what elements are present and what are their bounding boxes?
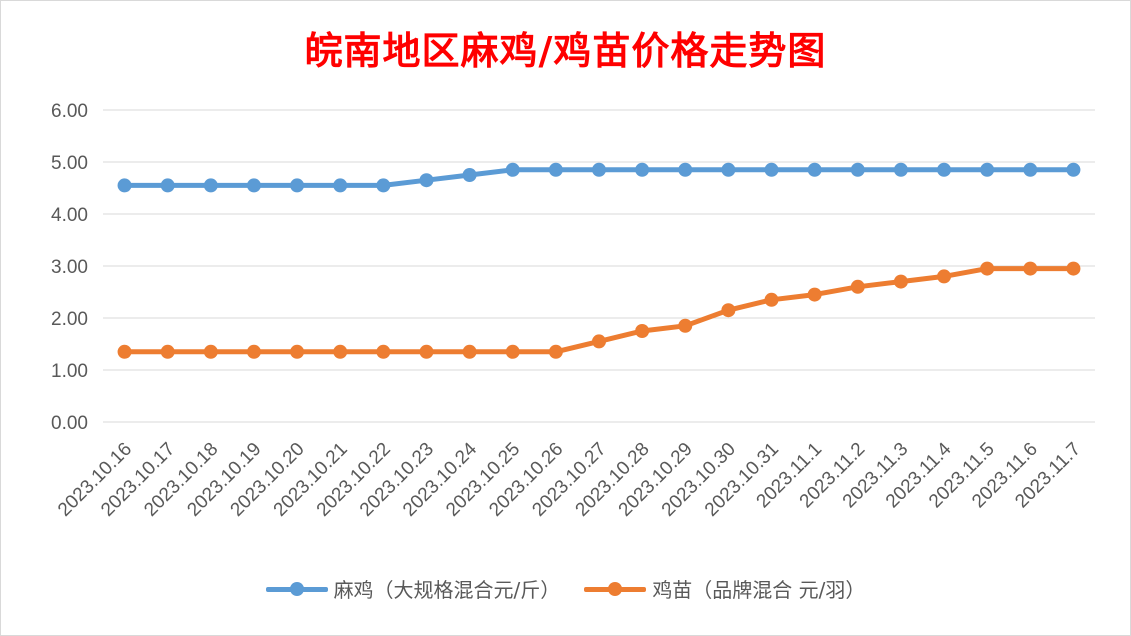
data-point-s1-12	[635, 324, 650, 338]
legend-item-mai-ji[interactable]: 麻鸡（大规格混合元/斤）	[265, 574, 561, 603]
data-point-s1-5	[333, 344, 348, 359]
data-point-s0-6	[376, 178, 391, 193]
data-point-s0-18	[893, 162, 908, 177]
data-point-s1-15	[764, 292, 779, 307]
legend-label-mai-ji: 麻鸡（大规格混合元/斤）	[333, 578, 561, 602]
data-point-s1-9	[505, 344, 520, 359]
y-tick-label: 5.00	[51, 153, 88, 174]
data-point-s0-17	[850, 162, 865, 177]
data-point-s1-3	[246, 344, 261, 359]
data-point-s1-20	[980, 261, 995, 276]
data-point-s0-8	[462, 168, 477, 182]
data-point-s0-4	[290, 178, 305, 193]
data-point-s0-19	[937, 162, 952, 177]
data-point-s1-2	[203, 344, 218, 359]
y-axis: 0.00 1.00 2.00 3.00 4.00 5.00 6.00	[51, 101, 88, 434]
data-point-s0-10	[548, 162, 563, 177]
data-point-s0-16	[807, 162, 822, 177]
x-axis: 2023.10.162023.10.172023.10.182023.10.19…	[54, 438, 1085, 520]
gridlines	[103, 109, 1095, 423]
data-point-s0-1	[160, 178, 175, 193]
series-group	[117, 162, 1081, 359]
y-tick-label: 4.00	[51, 205, 88, 226]
data-point-s1-11	[592, 334, 606, 349]
y-tick-label: 2.00	[51, 309, 88, 330]
legend-label-ji-miao: 鸡苗（品牌混合 元/羽）	[652, 578, 866, 602]
data-point-s1-4	[290, 344, 305, 359]
data-point-s1-7	[419, 344, 434, 359]
data-point-s1-6	[376, 344, 391, 359]
data-point-s0-21	[1023, 162, 1038, 177]
data-point-s1-0	[117, 344, 132, 359]
data-point-s1-14	[721, 303, 736, 318]
data-point-s1-18	[893, 274, 908, 289]
data-point-s0-3	[246, 178, 261, 193]
data-point-s0-2	[203, 178, 218, 193]
data-point-s1-13	[678, 318, 693, 333]
data-point-s0-22	[1066, 162, 1081, 177]
legend-swatch-ji-miao	[584, 581, 647, 596]
data-point-s0-15	[764, 162, 779, 177]
chart-title: 皖南地区麻鸡/鸡苗价格走势图	[304, 28, 827, 73]
data-point-s1-21	[1023, 261, 1038, 276]
data-point-s0-0	[117, 178, 132, 193]
data-point-s0-12	[635, 162, 650, 177]
data-point-s0-14	[721, 162, 736, 177]
y-tick-label: 3.00	[51, 257, 88, 278]
data-point-s1-1	[160, 344, 175, 359]
legend-item-ji-miao[interactable]: 鸡苗（品牌混合 元/羽）	[584, 574, 865, 603]
data-point-s1-19	[937, 269, 952, 284]
data-point-s1-22	[1066, 261, 1081, 276]
y-tick-label: 1.00	[51, 361, 88, 382]
data-point-s0-11	[592, 162, 606, 177]
data-point-s1-16	[807, 287, 822, 302]
data-point-s0-9	[505, 162, 520, 177]
data-point-s1-17	[850, 279, 865, 294]
y-tick-label: 0.00	[51, 413, 88, 434]
y-tick-label: 6.00	[51, 101, 88, 122]
data-point-s1-8	[462, 344, 477, 359]
data-point-s0-13	[678, 162, 693, 177]
legend-swatch-mai-ji	[265, 581, 328, 596]
data-point-s0-7	[419, 173, 434, 188]
data-point-s1-10	[548, 344, 563, 359]
legend: 麻鸡（大规格混合元/斤） 鸡苗（品牌混合 元/羽）	[0, 574, 1131, 603]
data-point-s0-20	[980, 162, 995, 177]
data-point-s0-5	[333, 178, 348, 193]
